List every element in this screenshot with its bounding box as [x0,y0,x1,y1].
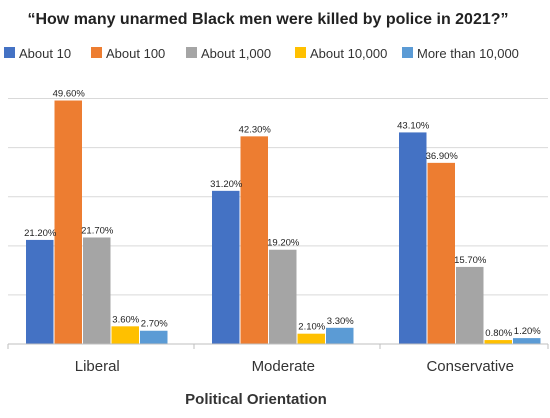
data-label: 31.20% [210,179,243,190]
legend-item-more-than-10-000: More than 10,000 [402,46,519,61]
data-label: 42.30% [239,124,272,135]
data-label: 0.80% [485,328,512,339]
legend-swatch [186,47,197,58]
legend-item-about-1-000: About 1,000 [186,46,271,61]
data-label: 36.90% [426,151,459,162]
x-axis-label: Political Orientation [185,391,327,408]
legend-label: More than 10,000 [417,46,519,61]
x-tick-label: Liberal [75,358,120,375]
legend-label: About 10 [19,46,71,61]
data-label: 21.20% [24,228,57,239]
legend-label: About 10,000 [310,46,387,61]
data-label: 49.60% [53,89,86,100]
bar-moderate-about-10 [212,190,240,344]
data-label: 19.20% [267,238,300,249]
x-tick-label: Conservative [426,358,514,375]
data-label: 43.10% [397,120,430,131]
x-tick-label: Moderate [252,358,315,375]
legend: About 10 About 100 About 1,000 About 10,000… [4,46,519,61]
bar-liberal-about-100 [54,100,82,344]
legend-item-about-100: About 100 [91,46,165,61]
bar-conservative-about-100 [427,162,455,344]
legend-swatch [4,47,15,58]
bar-moderate-about-10-000 [297,333,325,344]
bar-conservative-about-1-000 [456,266,484,344]
legend-label: About 100 [106,46,165,61]
bar-liberal-more-than-10-000 [140,330,168,344]
data-label: 1.20% [514,326,541,337]
bar-conservative-more-than-10-000 [513,338,541,344]
bar-liberal-about-1-000 [83,237,111,344]
data-label: 3.60% [112,314,139,325]
bar-moderate-about-1-000 [269,249,297,344]
legend-swatch [402,47,413,58]
data-label: 2.10% [298,322,325,333]
legend-item-about-10-000: About 10,000 [295,46,387,61]
x-axis-ticks: Liberal Moderate Conservative [7,344,549,375]
bar-liberal-about-10-000 [111,326,139,344]
data-label: 2.70% [141,319,168,330]
bars [26,100,541,344]
bar-conservative-about-10 [399,132,427,344]
legend-swatch [295,47,306,58]
bar-moderate-more-than-10-000 [326,327,354,344]
bar-labels: 21.20% 49.60% 21.70% 3.60% 2.70% 31.20% 42.30%… [24,89,541,340]
legend-item-about-10: About 10 [4,46,71,61]
bar-liberal-about-10 [26,239,54,344]
data-label: 15.70% [454,255,487,266]
legend-swatch [91,47,102,58]
bar-conservative-about-10-000 [484,340,512,344]
bar-moderate-about-100 [240,136,268,344]
legend-label: About 1,000 [201,46,271,61]
data-label: 3.30% [327,316,354,327]
chart-title: “How many unarmed Black men were killed … [27,11,508,28]
data-label: 21.70% [81,225,114,236]
